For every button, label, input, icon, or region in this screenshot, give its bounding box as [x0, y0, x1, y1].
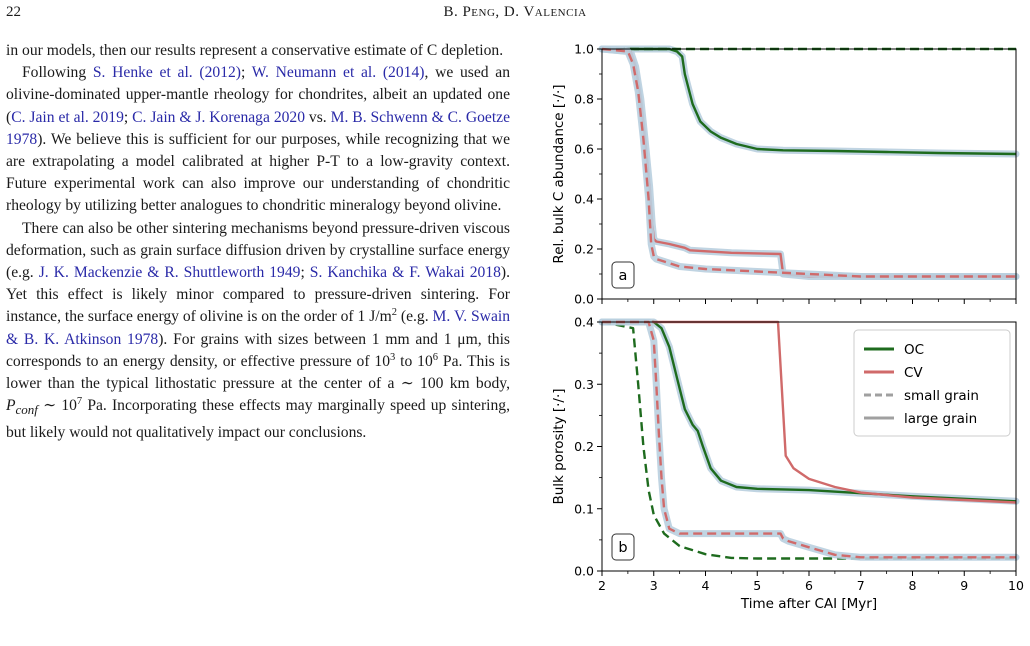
math-subscript: conf [15, 402, 38, 418]
series-halo-oc [598, 45, 1020, 158]
x-tick-label: 3 [650, 578, 658, 593]
x-tick-label: 8 [909, 578, 917, 593]
y-tick-label: 0.4 [574, 192, 594, 207]
paragraph-1: in our models, then our results represen… [6, 42, 504, 59]
series-line-cv-small [602, 320, 1016, 559]
text-run: There can also be other sintering mechan… [6, 219, 510, 282]
text-run: to 10 [395, 352, 433, 370]
y-axis-label: Rel. bulk C abundance [·/·] [551, 84, 567, 263]
x-tick-label: 10 [1008, 578, 1024, 593]
legend-entry: small grain [904, 388, 979, 404]
series-line-oc-large [602, 47, 1017, 156]
y-tick-label: 0.2 [574, 242, 594, 257]
citation-link[interactable]: W. Neumann et al. (2014) [251, 64, 425, 82]
page-number: 22 [6, 4, 21, 20]
legend-entry: OC [904, 342, 924, 358]
y-tick-label: 0.0 [574, 564, 594, 579]
citation-link[interactable]: J. K. Mackenzie & R. Shuttleworth 1949 [38, 264, 301, 282]
figure-svg: 0.0 0.2 0.4 0.6 0.8 1.0 Rel. bulk C abundance … [551, 42, 1024, 613]
panel-a [597, 45, 1020, 304]
x-axis-label: Time after CAI [Myr] [740, 596, 877, 612]
text-run: ). For grains with sizes between 1 mm an… [6, 330, 510, 370]
superscript: 7 [76, 396, 83, 408]
series-line-oc-small [601, 320, 1016, 560]
citation-link[interactable]: M. B. Schwenn & C. Goetze 1978 [6, 108, 510, 148]
citation-link[interactable]: S. Kanchika & F. Wakai 2018 [309, 264, 501, 282]
text-run: ). We believe this is sufficient for our… [6, 130, 510, 215]
superscript: 3 [390, 351, 396, 363]
x-tick-label: 6 [805, 578, 813, 593]
superscript: 6 [432, 351, 439, 363]
y-tick-label: 0.0 [574, 292, 594, 307]
series-line-cv-large [602, 320, 1017, 504]
series-line-cv-large [601, 47, 1016, 278]
y-tick-label: 0.2 [574, 439, 594, 454]
math-symbol: P [6, 397, 16, 415]
y-tick-label: 0.6 [574, 142, 594, 157]
legend-entry: large grain [904, 411, 977, 427]
paragraph-3: There can also be other sintering mechan… [6, 218, 510, 444]
y-tick-label: 0.1 [574, 501, 594, 516]
paragraph-2: Following S. Henke et al. (2012); W. Neu… [6, 62, 510, 217]
citation-link[interactable]: M. V. Swain & B. K. Atkinson 1978 [6, 308, 510, 348]
y-tick-label: 1.0 [574, 42, 594, 57]
panel-b [597, 318, 1020, 576]
text-run: ; [123, 108, 133, 126]
citation-link[interactable]: S. Henke et al. (2012) [92, 64, 241, 82]
x-tick-label: 2 [598, 578, 606, 593]
legend-frame [853, 329, 1011, 437]
series-line-cv-small [601, 47, 1016, 278]
running-head: B. Peng, D. Valencia [443, 4, 587, 20]
text-run: ; [240, 64, 252, 82]
y-tick-label: 0.3 [574, 377, 594, 392]
citation-link[interactable]: C. Jain & J. Korenaga 2020 [132, 108, 306, 126]
page-header: 22 B. Peng, D. Valencia [6, 4, 1024, 26]
figure: 0.0 0.2 0.4 0.6 0.8 1.0 Rel. bulk C abundance … [536, 30, 1030, 641]
text-run: ; [300, 264, 310, 282]
y-tick-label: 0.4 [574, 315, 594, 330]
text-run: Following [22, 64, 93, 82]
panel-label: b [618, 540, 627, 556]
panel-label-box [611, 533, 635, 561]
body-text-column: in our models, then our results represen… [6, 40, 510, 444]
superscript: 2 [391, 307, 397, 319]
text-run: (e.g. [397, 308, 433, 326]
y-tick-label: 0.8 [574, 92, 594, 107]
text-run: ). Yet this effect is likely minor compa… [6, 264, 511, 326]
text-run: vs. [305, 108, 331, 126]
citation-link[interactable]: C. Jain et al. 2019 [11, 108, 124, 126]
panel-label-box [611, 261, 635, 289]
x-tick-label: 9 [960, 578, 968, 593]
x-tick-label: 7 [857, 578, 865, 593]
text-run: Pa. This is lower than the typical litho… [6, 352, 511, 393]
text-run: Pa. Incorporating these effects may marg… [6, 397, 510, 441]
panel-label: a [619, 268, 628, 284]
x-tick-label: 5 [753, 578, 761, 593]
legend-entry: CV [904, 365, 923, 381]
y-axis-label: Bulk porosity [·/·] [551, 388, 567, 504]
text-run: ∼ 10 [37, 397, 77, 415]
text-run: , we used an olivine-dominated upper-man… [6, 64, 511, 126]
legend [853, 329, 1011, 437]
series-line-oc-large [602, 320, 1017, 503]
x-tick-label: 4 [702, 578, 710, 593]
